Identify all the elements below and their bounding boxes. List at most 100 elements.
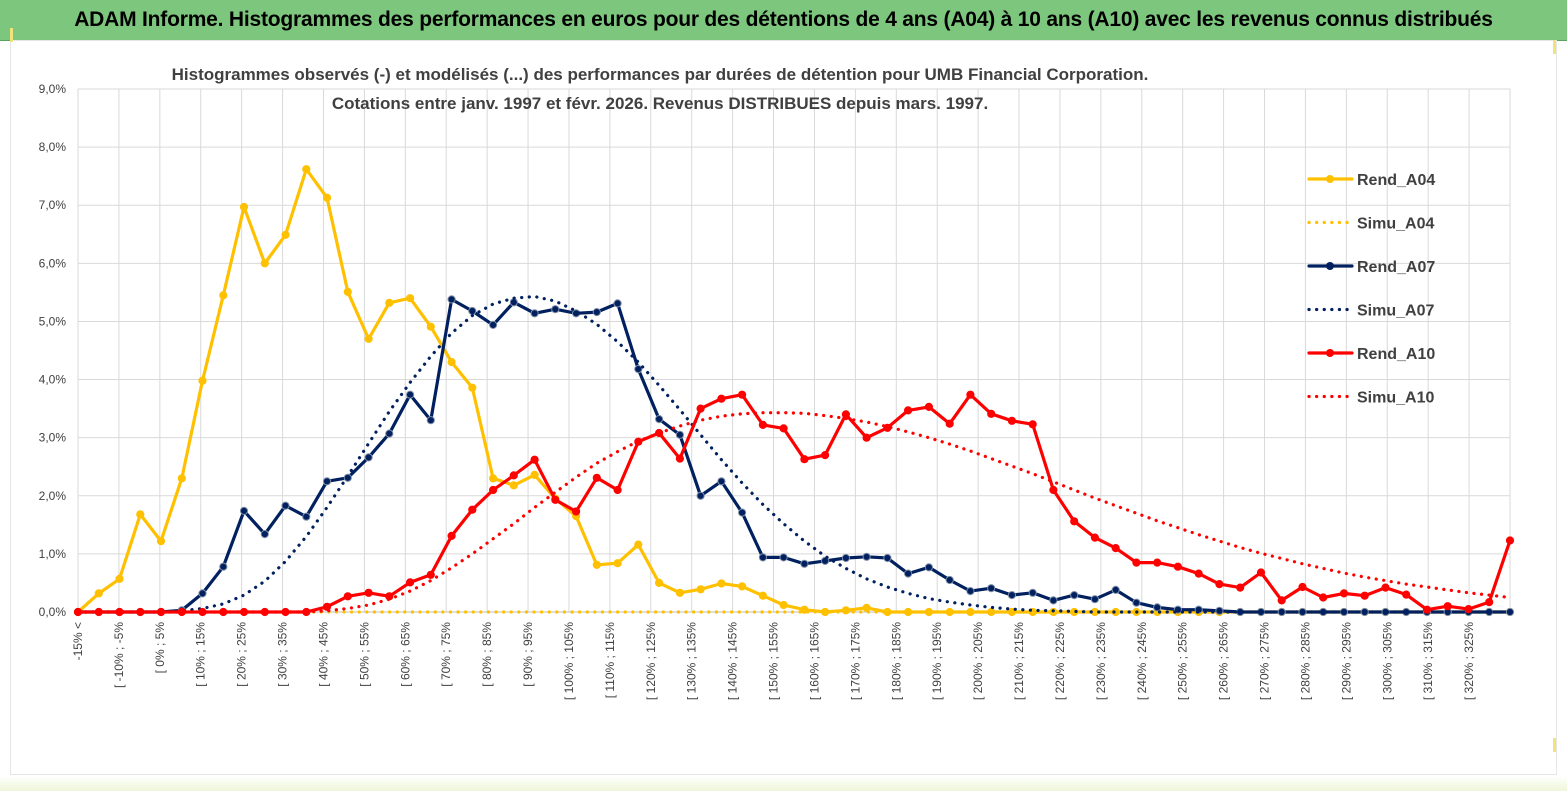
- point-rend_a07-6: [198, 589, 207, 598]
- x-tick-label-8: [ 60% ; 65%: [398, 622, 412, 687]
- point-rend_a07-7: [219, 562, 228, 571]
- point-rend_a04-19: [468, 383, 477, 392]
- point-rend_a07-18: [447, 295, 456, 304]
- line-simu_a07: [76, 294, 1512, 614]
- point-rend_a07-17: [426, 416, 435, 425]
- point-rend_a10-19: [468, 505, 477, 514]
- point-rend_a10-14: [364, 588, 373, 597]
- x-tick-label-18: [ 160% ; 165%: [807, 622, 821, 700]
- report-title: ADAM Informe. Histogrammes des performan…: [74, 8, 1493, 31]
- y-tick-label-7: 7,0%: [39, 198, 67, 212]
- point-rend_a04-16: [406, 294, 415, 303]
- point-rend_a04-25: [592, 560, 601, 570]
- point-rend_a04-11: [302, 165, 311, 174]
- x-tick-label-27: [ 250% ; 255%: [1176, 622, 1190, 700]
- point-rend_a04-14: [364, 334, 373, 343]
- x-tick-label-23: [ 210% ; 215%: [1012, 622, 1026, 700]
- series-rend_a04: [73, 165, 1515, 617]
- point-rend_a10-49: [1090, 533, 1100, 542]
- y-tick-label-9: 9,0%: [39, 82, 67, 96]
- point-rend_a10-16: [406, 578, 415, 587]
- legend: Rend_A04 Simu_A04 Rend_A07 Simu_A07 Rend_A10…: [1307, 172, 1435, 407]
- point-rend_a10-30: [696, 404, 705, 413]
- point-rend_a10-40: [904, 406, 913, 415]
- point-rend_a04-34: [779, 600, 788, 610]
- point-rend_a04-9: [260, 259, 269, 268]
- line-simu_a10: [76, 411, 1512, 614]
- corner-mark-bottom-right: [1553, 738, 1556, 752]
- x-tick-label-15: [ 130% ; 135%: [685, 622, 699, 700]
- point-rend_a10-66: [1443, 602, 1452, 611]
- point-rend_a04-5: [177, 474, 186, 483]
- chart-title-line2: Cotations entre janv. 1997 et févr. 2026…: [332, 94, 988, 113]
- point-rend_a07-47: [1049, 596, 1058, 605]
- legend-marker-rend_a04: [1326, 175, 1334, 183]
- point-rend_a10-58: [1277, 596, 1286, 605]
- point-rend_a10-56: [1236, 583, 1245, 592]
- legend-marker-rend_a10: [1326, 349, 1334, 357]
- line-rend_a07: [76, 297, 1512, 614]
- point-rend_a07-15: [385, 429, 394, 438]
- point-rend_a07-44: [987, 584, 996, 593]
- point-rend_a07-50: [1111, 585, 1120, 595]
- x-tick-label-3: [ 10% ; 15%: [194, 622, 208, 687]
- x-tick-label-11: [ 90% ; 95%: [521, 622, 535, 687]
- y-tick-label-8: 8,0%: [39, 140, 67, 154]
- point-rend_a07-21: [509, 298, 518, 307]
- point-rend_a07-28: [655, 415, 664, 424]
- y-tick-label-1: 1,0%: [39, 547, 67, 561]
- point-rend_a04-8: [239, 202, 249, 212]
- x-tick-label-32: [ 300% ; 305%: [1380, 622, 1394, 700]
- point-rend_a07-38: [862, 552, 871, 561]
- point-rend_a04-18: [447, 358, 456, 367]
- point-rend_a04-1: [94, 589, 103, 598]
- point-rend_a10-52: [1153, 558, 1162, 567]
- point-rend_a07-14: [364, 453, 373, 462]
- line-rend_a10: [76, 393, 1512, 614]
- series-rend_a07: [73, 295, 1515, 617]
- point-rend_a10-47: [1049, 485, 1058, 495]
- point-rend_a07-36: [821, 556, 830, 566]
- report-title-banner: ADAM Informe. Histogrammes des performan…: [0, 0, 1567, 41]
- point-rend_a04-10: [281, 230, 290, 239]
- point-rend_a07-27: [634, 365, 643, 374]
- point-rend_a10-37: [841, 410, 851, 419]
- point-rend_a07-22: [530, 309, 539, 318]
- x-tick-label-28: [ 260% ; 265%: [1217, 622, 1231, 700]
- point-rend_a07-12: [322, 477, 332, 486]
- x-tick-label-34: [ 320% ; 325%: [1462, 622, 1476, 700]
- point-rend_a07-37: [841, 553, 851, 563]
- line-rend_a04: [76, 167, 1512, 614]
- point-rend_a04-21: [509, 481, 518, 490]
- point-rend_a04-13: [343, 287, 352, 296]
- point-rend_a07-42: [945, 575, 954, 585]
- point-rend_a10-68: [1485, 598, 1494, 607]
- point-rend_a10-25: [592, 473, 601, 482]
- point-rend_a10-23: [551, 495, 560, 504]
- point-rend_a10-20: [489, 485, 498, 495]
- point-rend_a10-41: [924, 402, 934, 411]
- point-rend_a10-24: [572, 507, 581, 516]
- point-rend_a10-46: [1028, 420, 1037, 429]
- point-rend_a10-63: [1381, 583, 1390, 592]
- point-rend_a04-33: [758, 591, 768, 600]
- point-rend_a10-54: [1194, 569, 1203, 578]
- point-rend_a07-46: [1028, 588, 1037, 597]
- point-rend_a07-35: [800, 559, 809, 568]
- point-rend_a10-31: [717, 394, 726, 403]
- corner-mark-right: [1553, 40, 1556, 54]
- point-rend_a10-21: [509, 471, 518, 480]
- y-tick-label-0: 0,0%: [39, 605, 67, 619]
- x-tick-label-9: [ 70% ; 75%: [439, 622, 453, 687]
- point-rend_a04-7: [219, 291, 228, 300]
- point-rend_a07-41: [924, 563, 934, 572]
- legend-label-rend_a04: Rend_A04: [1357, 172, 1435, 189]
- point-rend_a10-62: [1360, 591, 1369, 600]
- point-rend_a10-29: [675, 454, 685, 463]
- point-rend_a07-20: [489, 320, 498, 329]
- point-rend_a04-17: [426, 322, 435, 331]
- legend-label-simu_a10: Simu_A10: [1357, 390, 1434, 407]
- point-rend_a10-67: [1464, 605, 1473, 614]
- legend-label-simu_a07: Simu_A07: [1357, 303, 1434, 320]
- chart-title-line1: Histogrammes observés (-) et modélisés (…: [172, 65, 1149, 84]
